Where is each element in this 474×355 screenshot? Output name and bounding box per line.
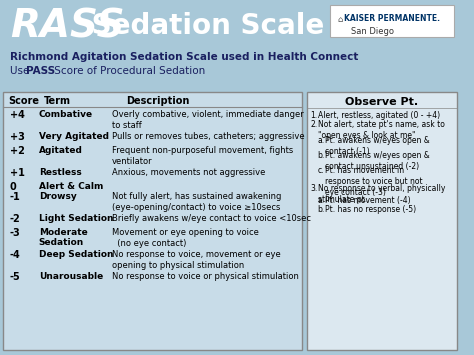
FancyBboxPatch shape [330,5,454,37]
Text: Score: Score [8,96,39,106]
Text: Frequent non-purposeful movement, fights
ventilator: Frequent non-purposeful movement, fights… [111,146,293,166]
Text: Briefly awakens w/eye contact to voice <10sec: Briefly awakens w/eye contact to voice <… [111,214,310,223]
Text: Light Sedation: Light Sedation [39,214,113,223]
Text: -4: -4 [9,250,20,260]
Text: No response to verbal, physically
stimulate pt.: No response to verbal, physically stimul… [318,184,446,204]
Text: +2: +2 [9,146,25,156]
Text: Restless: Restless [39,168,82,177]
Text: Pt. has movement (-4): Pt. has movement (-4) [325,196,410,205]
Text: No response to voice, movement or eye
opening to physical stimulation: No response to voice, movement or eye op… [111,250,280,270]
Text: 2.: 2. [310,120,318,129]
Text: Score of Procedural Sedation: Score of Procedural Sedation [51,66,206,76]
Text: Richmond Agitation Sedation Scale used in Health Connect: Richmond Agitation Sedation Scale used i… [9,52,358,62]
Text: +3: +3 [9,132,25,142]
Text: a.: a. [317,136,324,145]
Text: PASS: PASS [26,66,55,76]
Text: Unarousable: Unarousable [39,272,103,281]
Text: Agitated: Agitated [39,146,82,155]
Text: -2: -2 [9,214,20,224]
Text: b.: b. [317,205,324,214]
FancyBboxPatch shape [3,92,301,350]
Text: 3.: 3. [310,184,318,193]
Text: Pt. awakens w/eyes open &
contact (-1): Pt. awakens w/eyes open & contact (-1) [325,136,430,156]
Text: 1.: 1. [310,111,318,120]
Text: a.: a. [317,196,324,205]
Text: San Diego: San Diego [351,27,394,36]
Text: KAISER PERMANENTE.: KAISER PERMANENTE. [344,14,440,23]
Text: c.: c. [317,166,324,175]
Text: Not fully alert, has sustained awakening
(eye-opening/contact) to voice ≥10secs: Not fully alert, has sustained awakening… [111,192,281,212]
Text: Not alert, state pt's name, ask to
"open eyes & look at me": Not alert, state pt's name, ask to "open… [318,120,445,140]
Text: -1: -1 [9,192,20,202]
Text: Anxious, movements not aggressive: Anxious, movements not aggressive [111,168,265,177]
Text: Description: Description [126,96,190,106]
FancyBboxPatch shape [307,92,457,350]
Text: +4: +4 [9,110,25,120]
Text: Alert & Calm: Alert & Calm [39,182,103,191]
FancyBboxPatch shape [0,0,460,90]
Text: -5: -5 [9,272,20,282]
Text: No response to voice or physical stimulation: No response to voice or physical stimula… [111,272,299,281]
Text: Observe Pt.: Observe Pt. [345,97,418,107]
Text: Deep Sedation: Deep Sedation [39,250,113,259]
Text: ⌂: ⌂ [337,15,343,24]
Text: Alert, restless, agitated (0 - +4): Alert, restless, agitated (0 - +4) [318,111,440,120]
Text: RASS: RASS [9,8,124,46]
Text: Pulls or removes tubes, catheters; aggressive: Pulls or removes tubes, catheters; aggre… [111,132,304,141]
Text: Pt. awakens w/eyes open &
contact unsustained (-2): Pt. awakens w/eyes open & contact unsust… [325,151,430,171]
Text: Sedation Scale: Sedation Scale [82,12,325,40]
Text: Pt. has movement in
response to voice but not
eye contact (-3): Pt. has movement in response to voice bu… [325,166,423,197]
Text: 0: 0 [9,182,17,192]
Text: -3: -3 [9,228,20,238]
Text: Use: Use [9,66,32,76]
Text: Term: Term [44,96,71,106]
Text: +1: +1 [9,168,25,178]
Text: Pt. has no response (-5): Pt. has no response (-5) [325,205,416,214]
Text: Overly combative, violent, immediate danger
to staff: Overly combative, violent, immediate dan… [111,110,303,130]
Text: b.: b. [317,151,324,160]
Text: Very Agitated: Very Agitated [39,132,109,141]
Text: Combative: Combative [39,110,93,119]
Text: Moderate
Sedation: Moderate Sedation [39,228,88,247]
Text: Drowsy: Drowsy [39,192,76,201]
Text: Movement or eye opening to voice
  (no eye contact): Movement or eye opening to voice (no eye… [111,228,258,248]
